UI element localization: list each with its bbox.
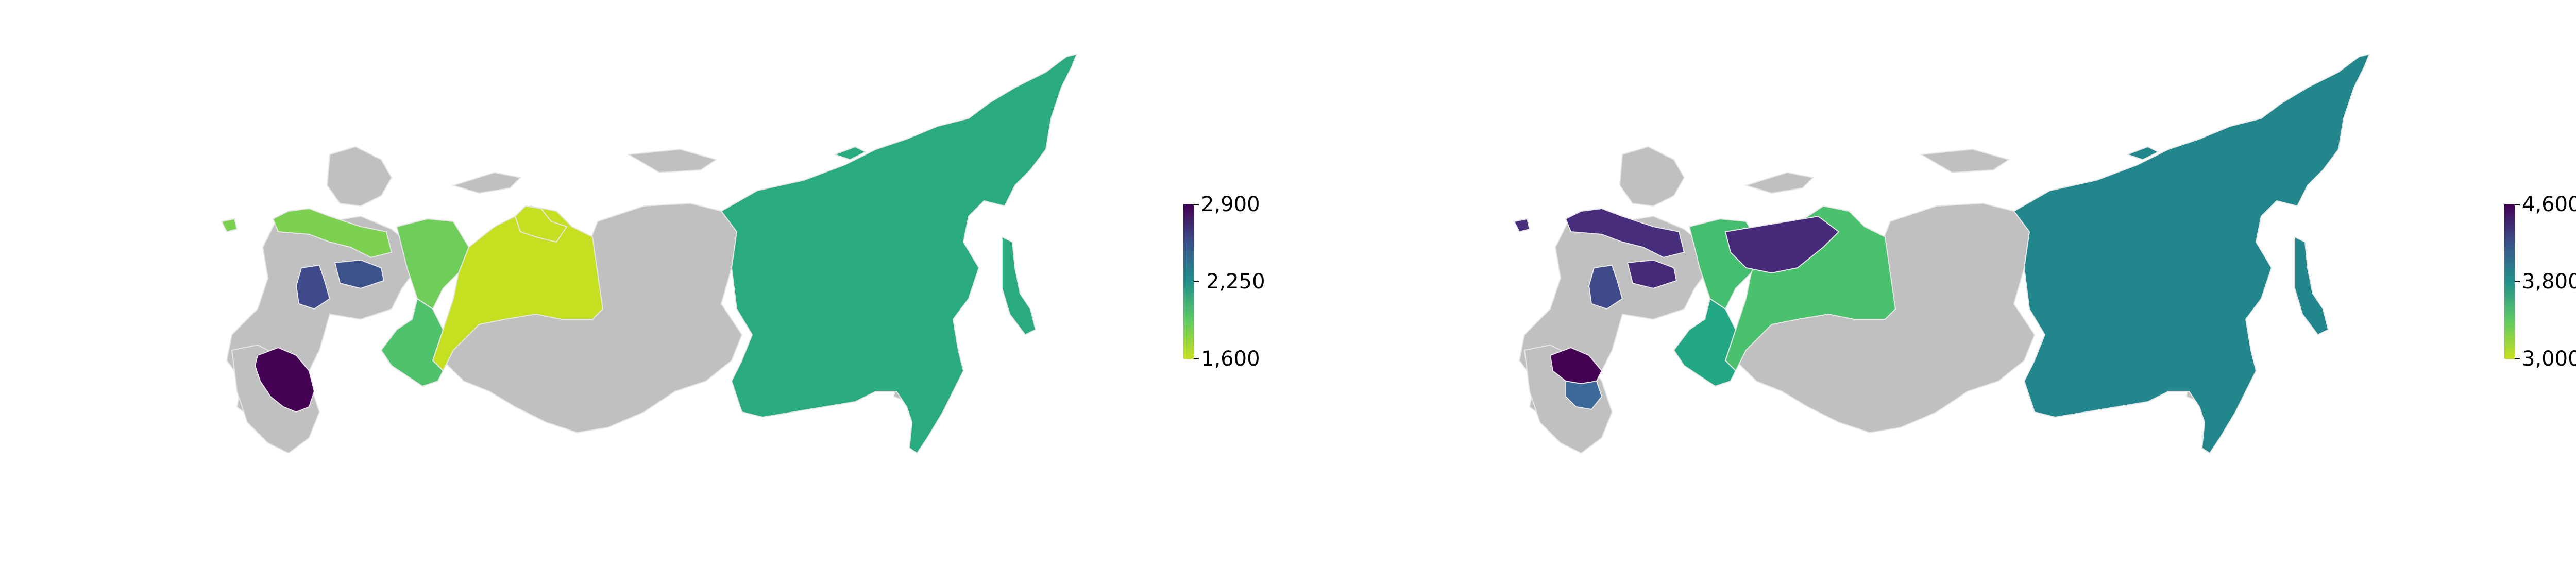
- region-yamal: [1724, 215, 1840, 274]
- map-panel-right: 4,600 3,800 3,000: [1293, 0, 2576, 567]
- region-northwest: [1565, 208, 1685, 259]
- region-sakhalin: [1002, 236, 1037, 336]
- region-chukotka-islands: [2126, 146, 2160, 161]
- colorbar-tick-min: [1194, 358, 1199, 359]
- region-far-east: [2013, 53, 2370, 454]
- colorbar-tick-max: [2515, 204, 2520, 205]
- colorbar-label-mid: 2,250: [1206, 270, 1265, 294]
- colorbar-label-mid: 3,800: [2522, 270, 2576, 294]
- colorbar-label-min: 3,000: [2522, 347, 2576, 371]
- region-no-data-taimyr: [626, 148, 718, 174]
- colorbar-gradient: [2504, 204, 2515, 359]
- colorbar-label-max: 4,600: [2522, 193, 2576, 216]
- colorbar-tick-max: [1194, 204, 1199, 205]
- map-panel-left: 2,900 2,250 1,600: [221, 53, 1265, 454]
- colorbar-tick-min: [2515, 358, 2520, 359]
- region-sakhalin: [2294, 236, 2329, 336]
- region-central-b: [334, 259, 385, 289]
- region-ural-north: [396, 218, 470, 310]
- region-south: [254, 347, 315, 413]
- region-south-b: [1565, 380, 1603, 410]
- region-no-data-novaya-zemlya: [451, 171, 522, 194]
- region-chukotka-islands: [833, 146, 867, 161]
- region-yamal: [514, 205, 568, 243]
- region-kaliningrad: [1513, 218, 1531, 233]
- colorbar-label-max: 2,900: [1201, 193, 1260, 216]
- russia-choropleth-map: [221, 53, 1078, 454]
- region-no-data-kola: [326, 146, 393, 207]
- region-no-data-novaya-zemlya: [1744, 171, 1815, 194]
- region-ural-south: [380, 298, 444, 387]
- region-no-data-kola: [1619, 146, 1685, 207]
- region-kaliningrad: [221, 218, 238, 233]
- colorbar: 4,600 3,800 3,000: [2504, 194, 2576, 369]
- region-central-b: [1626, 259, 1677, 289]
- colorbar-label-min: 1,600: [1201, 347, 1260, 371]
- region-central-a: [1588, 264, 1623, 310]
- region-far-east: [720, 53, 1078, 454]
- colorbar: 2,900 2,250 1,600: [1183, 194, 1265, 369]
- colorbar-gradient: [1183, 204, 1194, 359]
- russia-choropleth-map: [1513, 53, 2370, 454]
- region-northwest: [272, 208, 393, 259]
- region-central-a: [295, 264, 331, 310]
- colorbar-tick-mid: [2515, 281, 2520, 282]
- colored-regions: [221, 53, 1078, 454]
- colored-regions: [1513, 53, 2370, 454]
- region-ural-south: [1673, 298, 1737, 387]
- colorbar-tick-mid: [1194, 281, 1199, 282]
- region-no-data-taimyr: [1919, 148, 2010, 174]
